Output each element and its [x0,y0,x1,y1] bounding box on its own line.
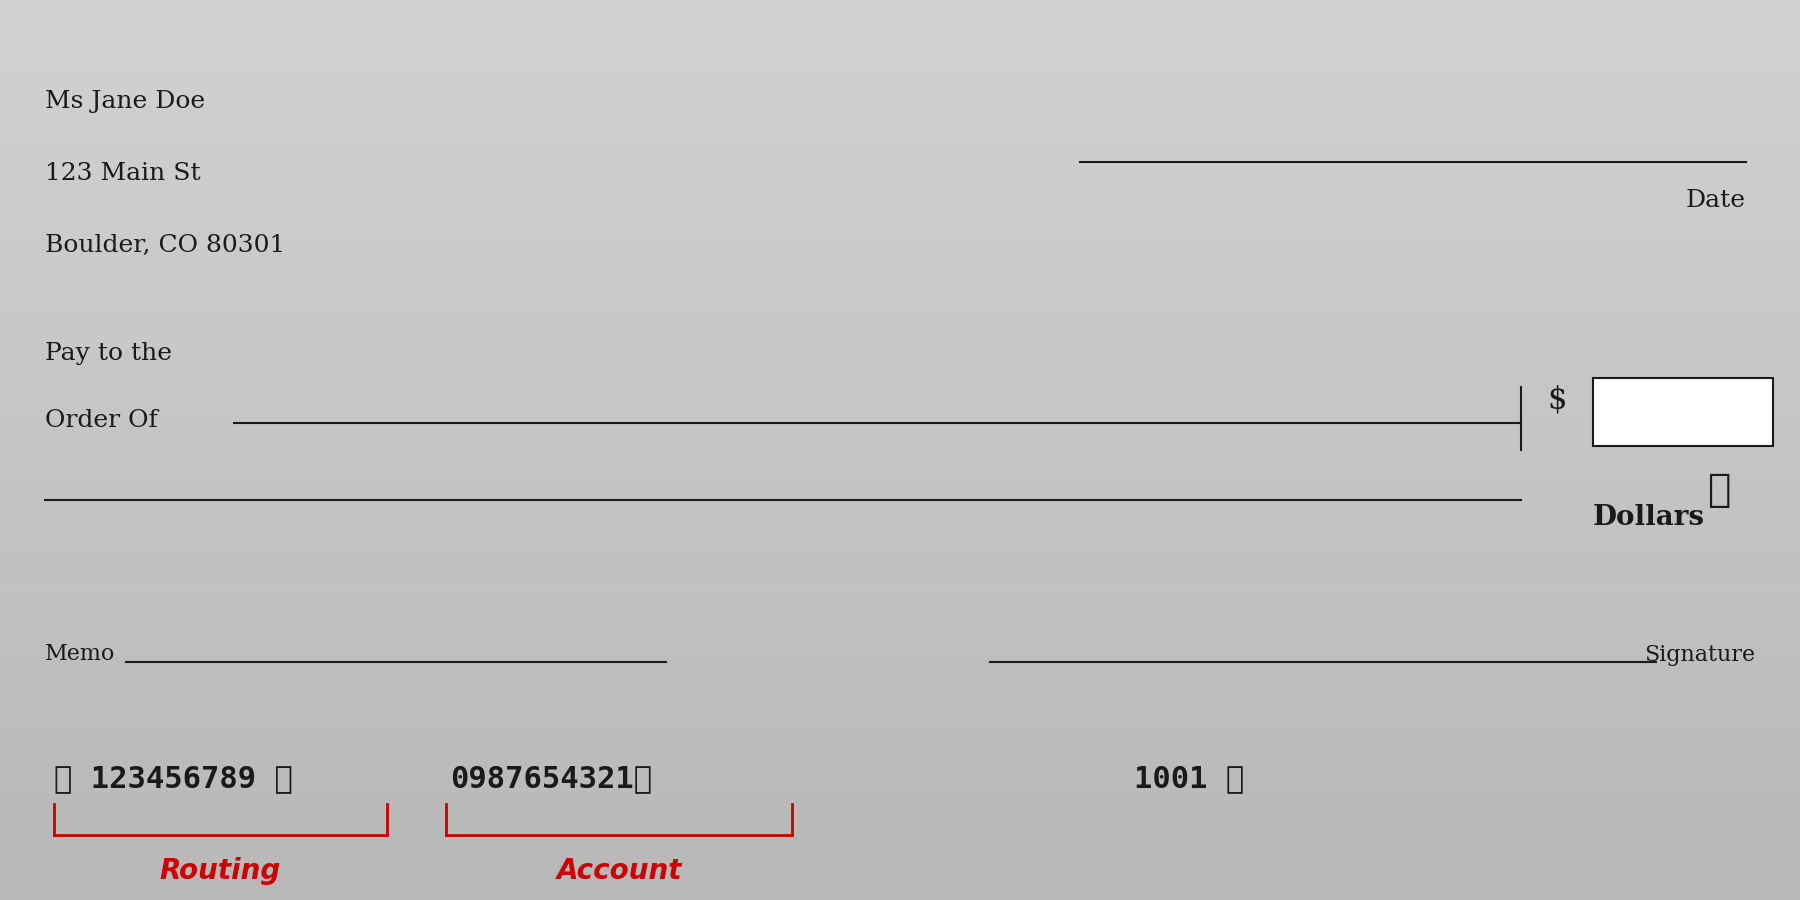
Text: Order Of: Order Of [45,410,158,433]
Text: 🔒: 🔒 [1708,472,1730,509]
Text: Account: Account [556,857,682,885]
Text: Date: Date [1687,189,1746,212]
Text: Boulder, CO 80301: Boulder, CO 80301 [45,234,284,257]
Text: 0987654321␢: 0987654321␢ [450,764,652,793]
Text: ⑆ 123456789 ⑆: ⑆ 123456789 ⑆ [54,764,293,793]
Text: Routing: Routing [160,857,281,885]
FancyBboxPatch shape [1593,378,1773,446]
Text: Memo: Memo [45,644,115,665]
Text: Dollars: Dollars [1593,504,1705,531]
Text: Signature: Signature [1643,644,1755,665]
Text: $: $ [1548,385,1566,416]
Text: Pay to the: Pay to the [45,342,173,365]
Text: 123 Main St: 123 Main St [45,162,200,185]
Text: 1001 ␢: 1001 ␢ [1134,764,1244,793]
Text: Ms Jane Doe: Ms Jane Doe [45,90,205,113]
